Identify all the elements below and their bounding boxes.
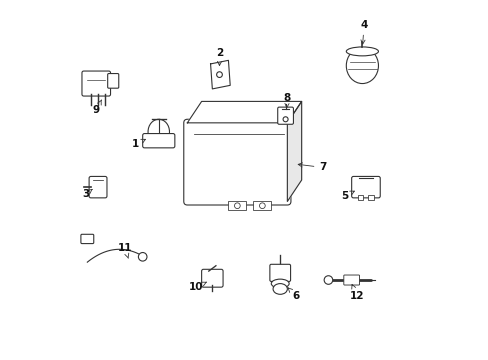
Text: 5: 5 [340,191,354,201]
Text: 8: 8 [283,93,290,108]
Bar [367,195,373,200]
Ellipse shape [148,119,169,144]
Ellipse shape [271,279,288,288]
Bar [357,195,363,200]
Text: 4: 4 [360,19,367,44]
Text: 11: 11 [117,243,132,258]
Circle shape [283,117,287,122]
FancyBboxPatch shape [351,176,380,198]
Text: 1: 1 [132,139,145,149]
Ellipse shape [272,284,287,294]
Circle shape [138,252,147,261]
FancyBboxPatch shape [183,119,290,205]
FancyBboxPatch shape [142,134,175,148]
FancyBboxPatch shape [277,107,293,124]
Text: 3: 3 [82,189,92,199]
Text: 9: 9 [93,100,101,115]
Text: 7: 7 [298,162,326,172]
Polygon shape [210,60,230,89]
Text: 6: 6 [287,288,299,301]
FancyBboxPatch shape [107,73,119,88]
FancyBboxPatch shape [81,234,94,244]
Bar [253,202,271,210]
Polygon shape [187,102,301,123]
FancyBboxPatch shape [89,176,107,198]
Ellipse shape [346,47,378,56]
Circle shape [259,203,264,208]
Circle shape [324,276,332,284]
Circle shape [216,72,222,77]
Bar [228,202,246,210]
Text: 12: 12 [349,284,364,301]
FancyBboxPatch shape [343,275,359,285]
Ellipse shape [346,48,378,84]
Circle shape [234,203,240,208]
FancyBboxPatch shape [82,71,110,96]
Text: 2: 2 [215,48,223,66]
FancyBboxPatch shape [269,264,290,282]
Text: 10: 10 [189,282,206,292]
FancyBboxPatch shape [201,269,223,287]
Polygon shape [287,102,301,202]
